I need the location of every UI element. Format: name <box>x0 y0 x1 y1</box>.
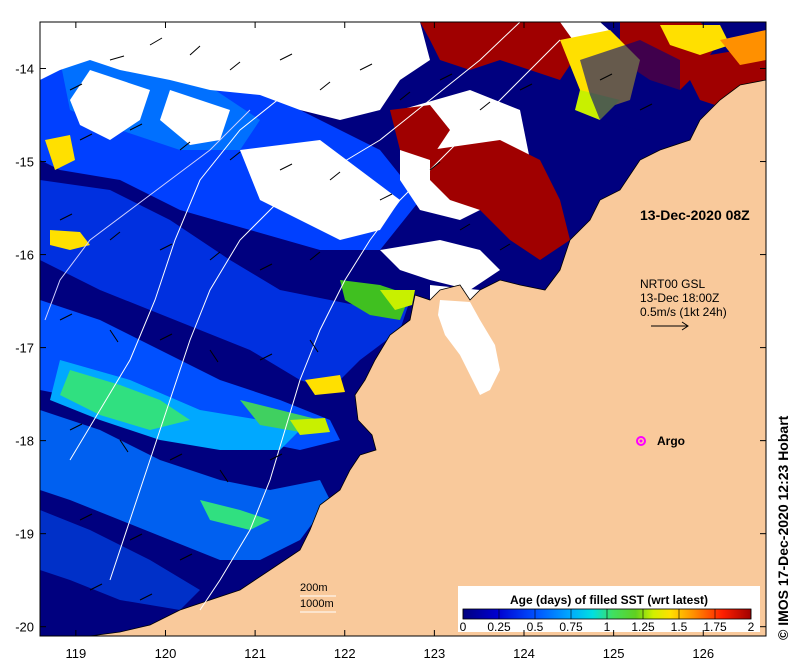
isobath-contours <box>44 22 561 611</box>
isobath-1000-label: 1000m <box>300 598 334 610</box>
credit-line: © IMOS 17-Dec-2020 12:23 Hobart <box>772 340 794 640</box>
king-sound <box>438 300 500 395</box>
land <box>89 79 766 636</box>
map-body: Argo 13-Dec-2020 08Z NRT00 GSL 13-Dec 18… <box>40 22 766 636</box>
lat-tick-label: -17 <box>15 341 34 356</box>
colorbar-title: Age (days) of filled SST (wrt latest) <box>510 593 708 607</box>
plot-frame <box>39 21 767 637</box>
colorbar-tick-label: 0 <box>460 620 467 634</box>
vector-scale-arrow <box>651 321 689 331</box>
colorbar-tick-label: 1 <box>604 620 611 634</box>
lon-tick-label: 123 <box>424 646 446 661</box>
credit-text: IMOS 17-Dec-2020 12:23 Hobart <box>775 415 791 626</box>
current-vectors <box>59 37 653 601</box>
colorbar-tick-label: 1.75 <box>703 620 727 634</box>
colorbar-tick-label: 1.25 <box>631 620 655 634</box>
lon-tick-label: 125 <box>603 646 625 661</box>
lon-tick-label: 124 <box>513 646 535 661</box>
stale-data-areas <box>390 22 766 260</box>
copyright-symbol: © <box>775 629 791 640</box>
lat-tick-label: -14 <box>15 62 34 77</box>
longitude-axis: 119 120 121 122 123 124 125 126 <box>65 22 714 661</box>
lat-tick-label: -18 <box>15 434 34 449</box>
lon-tick-label: 126 <box>692 646 714 661</box>
lat-tick-label: -19 <box>15 527 34 542</box>
lat-tick-label: -16 <box>15 248 34 263</box>
lon-tick-label: 120 <box>155 646 177 661</box>
isobath-200-label: 200m <box>300 582 328 594</box>
lon-tick-label: 119 <box>65 646 86 661</box>
argo-label: Argo <box>657 434 685 448</box>
current-source-label: NRT00 GSL <box>640 277 705 291</box>
colorbar-tick-label: 2 <box>748 620 755 634</box>
sst-time-label: 13-Dec-2020 08Z <box>640 207 750 223</box>
latitude-axis: -14 -15 -16 -17 -18 -19 -20 <box>15 62 766 635</box>
lat-tick-label: -15 <box>15 155 34 170</box>
colorbar-tick-label: 0.5 <box>527 620 544 634</box>
lon-tick-label: 122 <box>334 646 356 661</box>
colorbar-tick-label: 0.25 <box>487 620 511 634</box>
argo-marker <box>636 436 646 446</box>
vector-scale-label: 0.5m/s (1kt 24h) <box>640 305 727 319</box>
colorbar-tick-label: 0.75 <box>559 620 583 634</box>
current-time-label: 13-Dec 18:00Z <box>640 291 719 305</box>
colorbar-ticks: 0 0.25 0.5 0.75 1 1.25 1.5 1.75 2 <box>460 609 755 634</box>
colorbar-tick-label: 1.5 <box>671 620 688 634</box>
lon-tick-label: 121 <box>244 646 266 661</box>
lat-tick-label: -20 <box>15 620 34 635</box>
